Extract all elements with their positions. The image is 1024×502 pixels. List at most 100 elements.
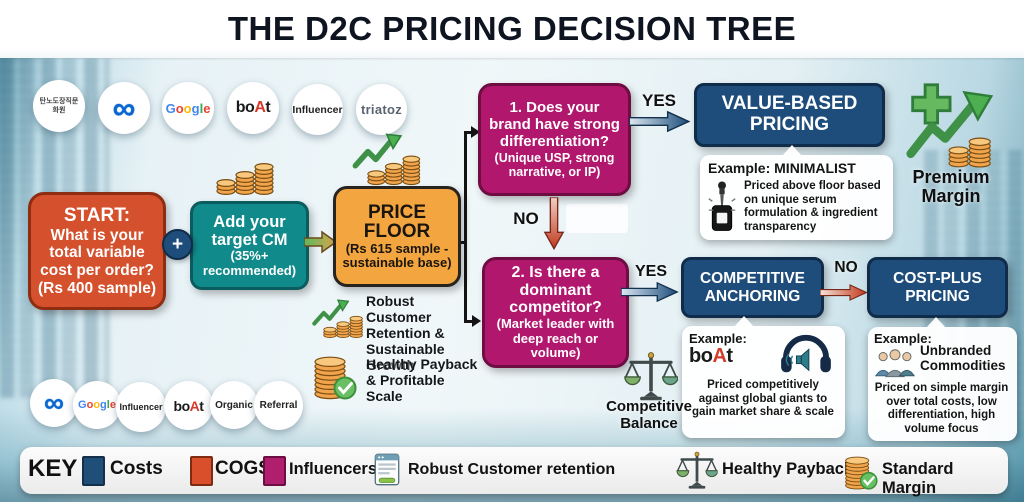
plus-icon: + bbox=[162, 229, 193, 260]
q2-no-arrow-icon bbox=[820, 282, 868, 303]
unbranded-example-card: Example: Unbranded Commodities Priced on… bbox=[868, 317, 1017, 441]
target-cm-sub: (35%+ recommended) bbox=[202, 248, 297, 278]
competitive-balance-label: Competitive Balance bbox=[606, 398, 692, 432]
q1-yes-arrow-icon bbox=[628, 110, 692, 133]
google-letter: l bbox=[199, 100, 204, 116]
connector-arrowhead-q2 bbox=[472, 315, 481, 327]
retention-growth-icon bbox=[312, 294, 364, 340]
google-letter: e bbox=[203, 100, 211, 116]
question-1-sub: (Unique USP, strong narrative, or IP) bbox=[494, 150, 615, 179]
value-based-pricing-box: VALUE-BASED PRICING bbox=[694, 83, 885, 147]
boat-text: t bbox=[726, 345, 733, 367]
key-item-influencers: Influencers bbox=[289, 460, 378, 478]
competitive-anchoring-label: COMPETITIVE ANCHORING bbox=[699, 270, 806, 305]
influencer-text: Influencer bbox=[292, 103, 343, 116]
coin-stacks-icon bbox=[213, 150, 277, 196]
boat-text: bo bbox=[235, 99, 255, 116]
google-letter: o bbox=[183, 100, 192, 116]
connector-stub bbox=[458, 241, 467, 244]
scales-icon bbox=[676, 450, 718, 490]
scales-icon bbox=[624, 349, 678, 403]
key-label: KEY bbox=[28, 455, 78, 482]
boat-text: t bbox=[265, 99, 271, 116]
organic-text: Organic bbox=[215, 399, 253, 411]
start-heading: START: bbox=[63, 204, 131, 226]
google-letter: g bbox=[191, 100, 200, 116]
boat-logo: boAt bbox=[689, 346, 838, 366]
logo-korean-brand: 탄노도장직문화원 bbox=[33, 80, 85, 132]
boat-text: bo bbox=[689, 345, 713, 367]
unbranded-body: Priced on simple margin over total costs… bbox=[874, 382, 1009, 435]
google-letter: o bbox=[93, 399, 101, 411]
cost-plus-pricing-box: COST-PLUS PRICING bbox=[867, 257, 1008, 318]
logo-referral: Referral bbox=[254, 381, 303, 430]
price-floor-sub: (Rs 615 sample - sustainable base) bbox=[342, 240, 452, 270]
boat-accent: A bbox=[254, 99, 266, 116]
payback-note: Healthy Payback & Profitable Scale bbox=[366, 356, 478, 405]
google-letter: G bbox=[78, 399, 87, 411]
key-item-payback: Healthy Payback bbox=[722, 460, 854, 478]
question-1-box: 1. Does your brand have strong different… bbox=[478, 83, 631, 196]
minimalist-body: Priced above floor based on unique serum… bbox=[744, 180, 881, 233]
connector-bottom bbox=[464, 320, 474, 323]
key-swatch-influencers bbox=[263, 456, 286, 486]
google-letter: g bbox=[100, 399, 107, 411]
q1-no-label: NO bbox=[513, 209, 539, 228]
google-letter: G bbox=[165, 100, 176, 116]
google-letter: o bbox=[86, 399, 94, 411]
price-floor-heading: PRICE FLOOR bbox=[363, 202, 431, 243]
blurred-watermark-patch bbox=[566, 204, 628, 233]
key-item-margin: Standard Margin bbox=[882, 460, 954, 497]
google-letter: o bbox=[175, 100, 184, 116]
people-icon bbox=[874, 348, 916, 378]
price-floor-box: PRICE FLOOR (Rs 615 sample - sustainable… bbox=[333, 186, 461, 287]
logo-meta-bottom: ∞ bbox=[30, 379, 78, 427]
unbranded-heading: Example: bbox=[874, 331, 932, 346]
q1-no-down-arrow-icon bbox=[543, 196, 565, 252]
checklist-icon bbox=[374, 453, 400, 486]
boat-text: t bbox=[199, 397, 204, 414]
payback-coins-icon bbox=[312, 348, 358, 400]
meta-infinity-icon: ∞ bbox=[112, 90, 136, 126]
dropper-bottle-icon bbox=[707, 181, 737, 234]
triatoz-text: triatoz bbox=[360, 102, 403, 117]
logo-meta: ∞ bbox=[98, 82, 150, 134]
minimalist-heading: Example: MINIMALIST bbox=[708, 160, 856, 176]
q2-yes-arrow-icon bbox=[621, 281, 679, 303]
minimalist-example-card: Example: MINIMALIST Priced above floor b… bbox=[700, 145, 893, 240]
logo-organic: Organic bbox=[210, 381, 258, 429]
title-band: THE D2C PRICING DECISION TREE bbox=[0, 0, 1024, 58]
unbranded-name: Unbranded Commodities bbox=[920, 343, 1006, 373]
growth-coins-icon bbox=[350, 128, 424, 186]
q1-yes-label: YES bbox=[641, 91, 677, 110]
page-title: THE D2C PRICING DECISION TREE bbox=[227, 10, 797, 47]
boat-accent: A bbox=[712, 345, 727, 367]
referral-text: Referral bbox=[259, 400, 298, 411]
key-swatch-cogs bbox=[190, 456, 213, 486]
headphones-icon bbox=[776, 333, 836, 377]
premium-margin-label: Premium Margin bbox=[912, 167, 990, 207]
meta-infinity-icon: ∞ bbox=[44, 387, 64, 418]
boat-example-body: Priced competitively against global gian… bbox=[692, 379, 834, 419]
key-bar: KEY Costs COGS Influencers Robust Custom… bbox=[20, 447, 1008, 497]
korean-brand-text: 탄노도장직문화원 bbox=[39, 97, 79, 114]
influencer-text: Influencer bbox=[119, 402, 163, 412]
q2-yes-label: YES bbox=[634, 263, 667, 280]
connector-vertical bbox=[464, 131, 467, 323]
boat-example-heading: Example: bbox=[689, 331, 747, 346]
key-item-retention: Robust Customer retention bbox=[408, 461, 616, 478]
logo-triatoz: triatoz bbox=[356, 84, 407, 135]
start-body: What is your total variable cost per ord… bbox=[37, 226, 157, 297]
q2-no-label: NO bbox=[834, 259, 858, 276]
boat-text: bo bbox=[173, 397, 191, 414]
key-item-cogs: COGS bbox=[215, 458, 271, 479]
retention-note: Robust Customer Retention & Sustainable … bbox=[366, 293, 445, 374]
competitive-anchoring-box: COMPETITIVE ANCHORING bbox=[681, 257, 824, 318]
coins-check-icon bbox=[843, 450, 879, 490]
connector-top bbox=[464, 131, 473, 134]
connector-arrowhead-q1 bbox=[471, 126, 480, 138]
google-letter: e bbox=[109, 399, 116, 411]
